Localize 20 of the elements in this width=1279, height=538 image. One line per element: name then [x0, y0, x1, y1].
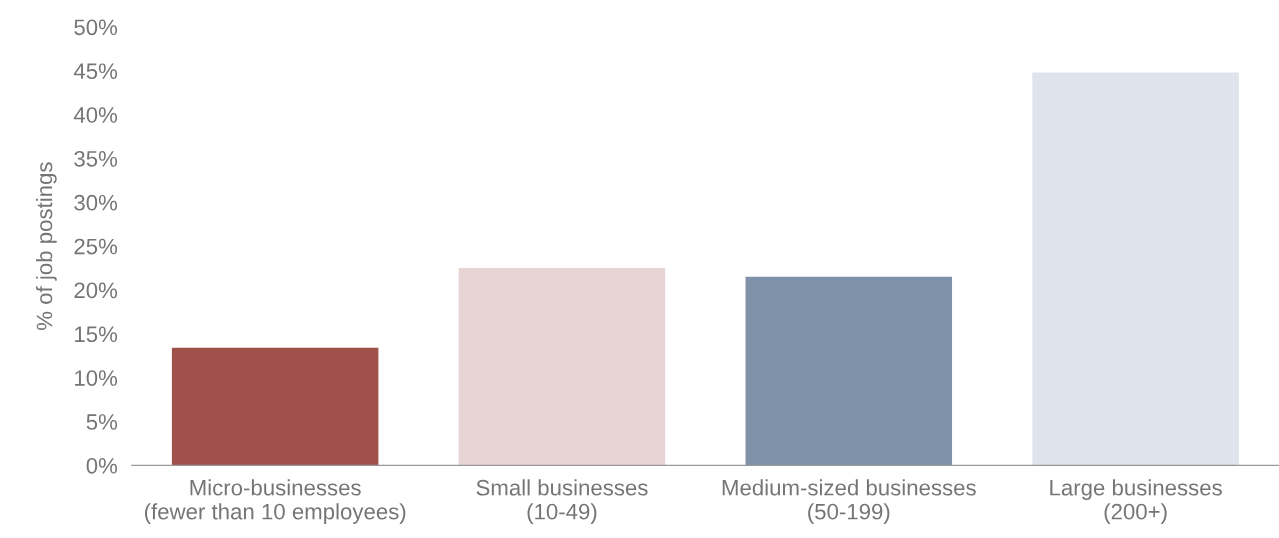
y-tick-label: 10%: [75, 370, 118, 386]
y-tick-label: 30%: [74, 194, 118, 211]
y-tick-label: 0%: [86, 457, 118, 474]
bar: [1032, 72, 1239, 466]
y-axis-title: % of job postings: [35, 162, 57, 330]
x-tick-label: Micro-businesses (fewer than 10 employees): [144, 479, 406, 524]
bar: [458, 268, 666, 466]
y-tick-label: 50%: [74, 19, 118, 36]
y-tick-label: 20%: [74, 282, 118, 299]
y-tick-label: 40%: [73, 107, 118, 123]
x-tick-label: Large businesses (200+): [1050, 479, 1222, 524]
bar: [171, 347, 379, 466]
x-tick-label: Small businesses (10-49): [476, 479, 648, 524]
y-tick-label: 15%: [75, 326, 118, 343]
bar: [745, 276, 953, 466]
y-tick-label: 5%: [86, 414, 118, 430]
x-tick-label: Medium-sized businesses (50-199): [722, 479, 976, 524]
y-tick-label: 25%: [74, 238, 118, 255]
y-tick-label: 45%: [73, 63, 118, 80]
y-tick-label: 35%: [74, 150, 118, 167]
